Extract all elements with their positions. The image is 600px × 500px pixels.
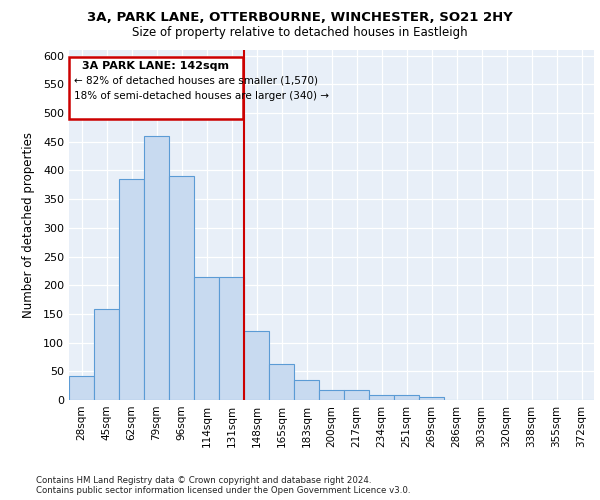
Bar: [219, 276, 244, 400]
Bar: [69, 376, 94, 400]
FancyBboxPatch shape: [69, 57, 243, 119]
Bar: [269, 364, 294, 400]
Bar: [419, 397, 444, 400]
Bar: [94, 310, 119, 400]
Bar: [194, 276, 219, 400]
Bar: [144, 136, 169, 400]
Text: 18% of semi-detached houses are larger (340) →: 18% of semi-detached houses are larger (…: [74, 92, 329, 102]
Text: Contains HM Land Registry data © Crown copyright and database right 2024.: Contains HM Land Registry data © Crown c…: [36, 476, 371, 485]
Text: Size of property relative to detached houses in Eastleigh: Size of property relative to detached ho…: [132, 26, 468, 39]
Bar: [294, 380, 319, 400]
Bar: [244, 331, 269, 400]
Bar: [169, 176, 194, 400]
Text: 3A, PARK LANE, OTTERBOURNE, WINCHESTER, SO21 2HY: 3A, PARK LANE, OTTERBOURNE, WINCHESTER, …: [87, 11, 513, 24]
Bar: [119, 179, 144, 400]
Text: ← 82% of detached houses are smaller (1,570): ← 82% of detached houses are smaller (1,…: [74, 75, 318, 85]
Bar: [394, 396, 419, 400]
Bar: [344, 390, 369, 400]
Text: 3A PARK LANE: 142sqm: 3A PARK LANE: 142sqm: [82, 62, 229, 72]
Bar: [319, 390, 344, 400]
Y-axis label: Number of detached properties: Number of detached properties: [22, 132, 35, 318]
Text: Contains public sector information licensed under the Open Government Licence v3: Contains public sector information licen…: [36, 486, 410, 495]
Bar: [369, 396, 394, 400]
